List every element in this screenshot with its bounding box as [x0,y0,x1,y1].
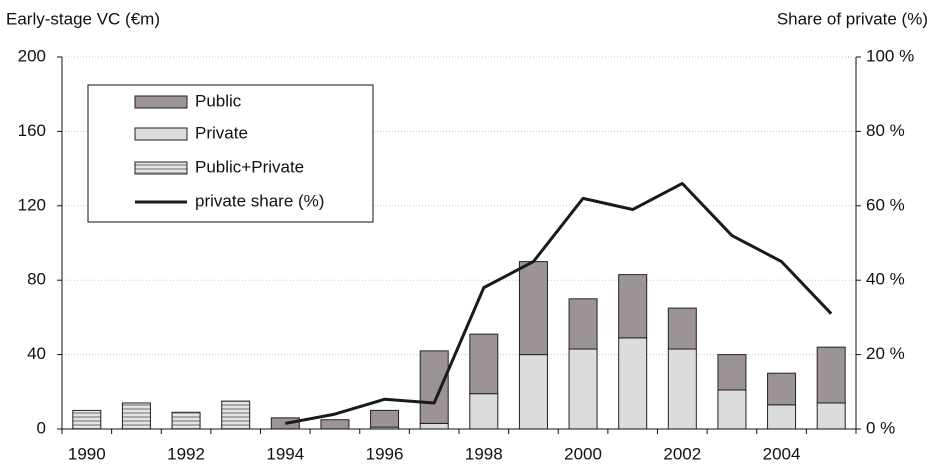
bar [667,348,697,430]
bar [568,298,598,350]
bar [469,333,499,395]
legend-label: Public+Private [195,157,304,176]
legend-swatch [134,95,188,109]
y2-tick-label: 40 % [866,270,905,289]
bar [717,389,747,430]
bar [518,261,548,356]
bar [767,372,797,406]
y2-tick-label: 60 % [866,195,905,214]
bar [618,274,648,339]
bar [72,409,102,430]
y-tick-label: 120 [18,195,46,214]
bar [618,337,648,430]
y-axis-label: Early-stage VC (€m) [6,9,160,28]
bar [767,404,797,430]
x-tick-label: 1996 [366,444,404,463]
y2-tick-label: 100 % [866,46,914,65]
bar [370,409,400,428]
x-tick-label: 2002 [663,444,701,463]
y2-tick-label: 80 % [866,121,905,140]
bar [320,419,350,430]
legend-label: private share (%) [195,191,324,210]
y2-tick-label: 0 % [866,418,895,437]
bar [816,346,846,404]
y-tick-label: 200 [18,46,46,65]
line [285,181,833,425]
y2-tick-label: 20 % [866,344,905,363]
legend: Public Private Public+Private private share… [87,84,374,223]
y2-axis-label: Share of private (%) [777,9,928,28]
x-tick-label: 2000 [564,444,602,463]
bar [121,402,151,430]
bar [469,393,499,430]
bar [717,354,747,391]
bar [518,354,548,430]
bar [221,400,251,430]
x-tick-label: 1990 [68,444,106,463]
y-tick-label: 0 [37,418,46,437]
y-tick-label: 160 [18,121,46,140]
bar [568,348,598,430]
y-tick-label: 40 [27,344,46,363]
bar [419,422,449,430]
legend-swatch [134,127,188,141]
bar [816,402,846,430]
y-tick-label: 80 [27,270,46,289]
x-tick-label: 1992 [167,444,205,463]
x-tick-label: 1998 [465,444,503,463]
legend-label: Public [195,91,242,110]
x-tick-label: 1994 [266,444,304,463]
legend-swatch [134,161,188,175]
bar [667,307,697,350]
bar [171,411,201,430]
bar [419,350,449,424]
x-tick-label: 2004 [763,444,801,463]
legend-label: Private [195,123,248,142]
